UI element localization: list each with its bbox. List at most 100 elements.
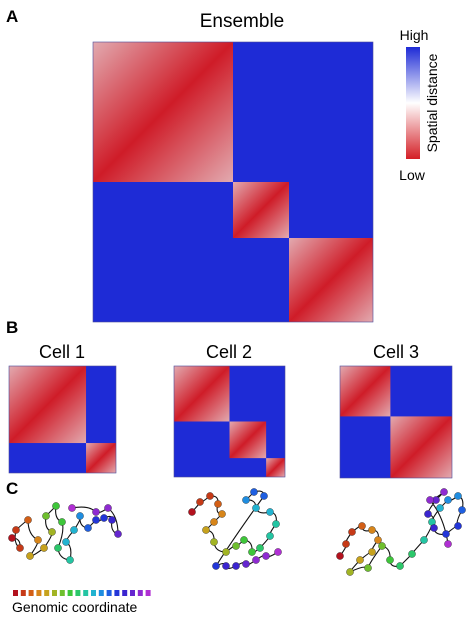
- chromatin-fiber: [11, 504, 119, 561]
- genomic-coordinate-swatch: [145, 590, 151, 596]
- chromatin-locus: [42, 512, 50, 520]
- chromatin-locus: [222, 548, 230, 556]
- chromatin-locus: [214, 500, 222, 508]
- chromatin-locus: [12, 526, 20, 534]
- chromatin-locus: [248, 548, 256, 556]
- heatmap-border: [173, 365, 286, 478]
- chromatin-locus: [348, 528, 356, 536]
- panel-letter-b: B: [6, 318, 18, 337]
- chromatin-locus: [454, 522, 462, 530]
- chromatin-locus: [408, 550, 416, 558]
- heatmap-border: [92, 41, 374, 323]
- cell-1-heatmap: [8, 365, 117, 474]
- heatmap-domain-block: [229, 421, 267, 459]
- chromatin-locus: [58, 518, 66, 526]
- chromatin-locus: [84, 524, 92, 532]
- chromatin-locus: [242, 560, 250, 568]
- chromatin-locus: [196, 498, 204, 506]
- chromatin-locus: [210, 518, 218, 526]
- chromatin-locus: [426, 496, 434, 504]
- genomic-coordinate-swatch: [114, 590, 120, 596]
- chromatin-locus: [92, 508, 100, 516]
- genomic-coordinate-swatch: [59, 590, 65, 596]
- genomic-coordinate-swatch: [122, 590, 128, 596]
- chromatin-locus: [336, 552, 344, 560]
- chromatin-locus: [444, 496, 452, 504]
- heatmap-domain-block: [86, 443, 116, 473]
- chromatin-locus: [210, 538, 218, 546]
- chromatin-locus: [218, 510, 226, 518]
- chromatin-locus: [364, 564, 372, 572]
- chromatin-locus: [26, 552, 34, 560]
- genomic-coordinate-swatch: [130, 590, 135, 596]
- chromatin-locus: [52, 502, 60, 510]
- cell-2-title: Cell 2: [206, 342, 252, 362]
- genomic-coordinate-swatch: [28, 590, 34, 596]
- chromatin-locus: [76, 512, 84, 520]
- heatmap-domain-block: [390, 416, 452, 478]
- genomic-coordinate-swatch: [36, 590, 42, 596]
- heatmap-domain-block: [340, 366, 391, 417]
- heatmap-domain-block: [93, 42, 233, 182]
- chromatin-locus: [114, 530, 122, 538]
- chromatin-locus: [430, 524, 438, 532]
- chromatin-locus: [232, 542, 240, 550]
- heatmap-domain-block: [233, 182, 289, 238]
- chromatin-locus: [358, 522, 366, 530]
- chromatin-locus: [66, 556, 74, 564]
- chromatin-locus: [16, 544, 24, 552]
- chromatin-locus: [436, 504, 444, 512]
- panel-letter-c: C: [6, 479, 18, 498]
- chromatin-locus: [222, 562, 230, 570]
- genomic-coordinate-swatch: [13, 590, 18, 596]
- chromatin-locus: [100, 514, 108, 522]
- genomic-coordinate-swatch: [75, 590, 81, 596]
- heatmap-domain-block: [9, 366, 87, 444]
- chromatin-fiber: [339, 491, 464, 573]
- chromatin-locus: [442, 530, 450, 538]
- colorbar-high-label: High: [400, 27, 429, 43]
- genomic-coordinate-swatch: [106, 590, 112, 596]
- genomic-coordinate-swatch: [20, 590, 26, 596]
- cell-2-heatmap: [173, 365, 286, 478]
- panel-letter-a: A: [6, 7, 18, 26]
- heatmap-domain-block: [266, 458, 285, 477]
- chromatin-locus: [272, 520, 280, 528]
- chromatin-locus: [424, 510, 432, 518]
- genomic-coordinate-swatch: [67, 590, 73, 596]
- heatmap-border: [8, 365, 117, 474]
- chromatin-locus: [266, 532, 274, 540]
- chromatin-locus: [256, 544, 264, 552]
- chromatin-locus: [396, 562, 404, 570]
- chromatin-locus: [188, 508, 196, 516]
- chromatin-locus: [356, 556, 364, 564]
- heatmap-border: [339, 365, 453, 479]
- genomic-coordinate-swatch: [91, 590, 96, 596]
- cell-3-chromatin-trace: [336, 488, 466, 576]
- heatmap-domain-block: [174, 366, 230, 422]
- chromatin-locus: [62, 538, 70, 546]
- colorbar-low-label: Low: [399, 167, 426, 183]
- cell-1-title: Cell 1: [39, 342, 85, 362]
- chromatin-locus: [444, 540, 452, 548]
- genomic-coordinate-legend: [13, 590, 151, 596]
- chromatin-locus: [374, 536, 382, 544]
- chromatin-locus: [420, 536, 428, 544]
- genomic-coordinate-swatch: [98, 590, 104, 596]
- chromatin-locus: [262, 552, 270, 560]
- chromatin-locus: [440, 488, 448, 496]
- chromatin-locus: [240, 536, 248, 544]
- colorbar-axis-label: Spatial distance: [424, 53, 440, 152]
- chromatin-locus: [378, 542, 386, 550]
- chromatin-locus: [260, 492, 268, 500]
- chromatin-locus: [252, 504, 260, 512]
- chromatin-locus: [342, 540, 350, 548]
- ensemble-title: Ensemble: [200, 11, 285, 32]
- chromatin-locus: [266, 508, 274, 516]
- chromatin-locus: [232, 562, 240, 570]
- chromatin-locus: [68, 504, 76, 512]
- chromatin-locus: [368, 548, 376, 556]
- chromatin-locus: [54, 544, 62, 552]
- cell-3-heatmap: [339, 365, 453, 479]
